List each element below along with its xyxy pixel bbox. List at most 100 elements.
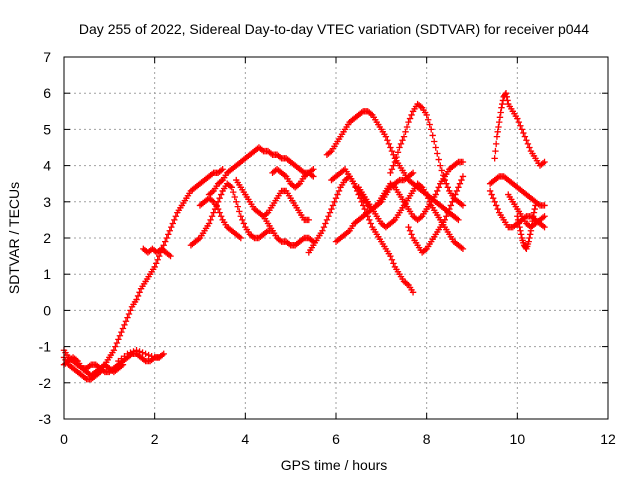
data-point: [444, 209, 452, 216]
data-point: [435, 184, 442, 191]
data-point: [387, 252, 394, 260]
data-point: [527, 227, 535, 234]
data-point: [207, 216, 214, 224]
series-sat-10: [260, 213, 317, 249]
data-point: [523, 137, 530, 144]
data-point: [388, 256, 396, 263]
data-point: [489, 194, 497, 202]
data-point: [514, 213, 521, 220]
data-point: [517, 231, 525, 238]
data-point: [405, 223, 412, 231]
data-point: [166, 227, 173, 234]
data-point: [217, 191, 225, 198]
series-sat-1: [60, 166, 226, 383]
y-tick-label: 3: [43, 194, 51, 210]
data-point: [446, 205, 453, 213]
data-point: [329, 202, 337, 209]
series-sat-11: [269, 166, 317, 191]
series-sat-15: [332, 169, 417, 245]
data-point: [216, 209, 223, 216]
data-point: [443, 213, 450, 220]
data-point: [156, 252, 163, 260]
data-point: [125, 310, 133, 318]
data-point: [517, 227, 524, 234]
y-axis-label: SDTVAR / TECUs: [6, 182, 22, 294]
y-tick-label: 7: [43, 49, 51, 65]
data-point: [168, 223, 175, 231]
data-point: [366, 216, 373, 224]
data-point: [121, 321, 128, 329]
data-point: [239, 216, 246, 224]
data-point: [409, 169, 417, 177]
x-tick-label: 8: [423, 431, 431, 447]
data-point: [494, 128, 501, 136]
data-point: [405, 118, 412, 126]
y-tick-label: -2: [39, 375, 52, 391]
y-tick-label: 6: [43, 85, 51, 101]
data-point: [160, 350, 167, 358]
data-point: [403, 123, 411, 131]
data-point: [496, 118, 503, 126]
series-sat-9: [233, 176, 312, 224]
data-point: [423, 191, 430, 198]
data-point: [361, 205, 368, 213]
data-point: [152, 260, 160, 267]
data-point: [528, 222, 535, 230]
data-point: [493, 133, 501, 140]
data-point: [208, 213, 216, 220]
data-point: [216, 194, 223, 202]
data-point: [237, 213, 244, 220]
data-point: [391, 158, 399, 166]
data-point: [394, 149, 402, 156]
data-point: [406, 115, 414, 122]
data-point: [387, 169, 394, 177]
data-point: [526, 144, 533, 151]
data-point: [162, 238, 169, 245]
data-point: [148, 353, 155, 360]
data-point: [151, 263, 158, 271]
data-point: [488, 191, 495, 198]
series-sat-12: [305, 173, 417, 296]
data-point: [163, 234, 170, 242]
data-point: [517, 122, 524, 129]
data-point: [116, 332, 124, 339]
y-axis: -3 -2 -1 0 1 2 3 4 5 6 7: [39, 49, 608, 427]
data-point: [441, 176, 448, 184]
data-point: [541, 223, 548, 231]
data-point: [335, 187, 343, 195]
data-point: [497, 109, 504, 116]
data-point: [118, 328, 125, 336]
data-point: [167, 252, 174, 260]
data-point: [494, 205, 501, 213]
data-point: [133, 347, 140, 354]
data-point: [450, 194, 458, 202]
series-sat-14: [328, 158, 467, 224]
data-point: [133, 296, 140, 303]
data-point: [429, 132, 436, 139]
series-sat-5: [140, 245, 174, 260]
y-tick-label: 4: [43, 158, 51, 174]
data-point: [310, 166, 317, 173]
data-point: [322, 220, 329, 227]
data-point: [443, 180, 450, 187]
data-point: [498, 104, 505, 111]
data-point: [305, 216, 312, 224]
data-point: [217, 213, 225, 220]
data-point: [453, 187, 461, 195]
x-tick-label: 4: [241, 431, 249, 447]
data-point: [331, 198, 338, 205]
data-point: [503, 93, 510, 101]
y-tick-label: 1: [43, 266, 51, 282]
data-point: [119, 325, 127, 332]
data-point: [492, 147, 499, 155]
data-point: [160, 242, 167, 249]
data-point: [524, 140, 532, 148]
y-tick-label: -1: [39, 339, 52, 355]
data-point: [428, 126, 435, 133]
series-sat-16: [355, 180, 467, 253]
data-point: [459, 202, 467, 209]
data-point: [228, 184, 235, 191]
data-point: [388, 166, 396, 173]
data-point: [406, 227, 414, 234]
